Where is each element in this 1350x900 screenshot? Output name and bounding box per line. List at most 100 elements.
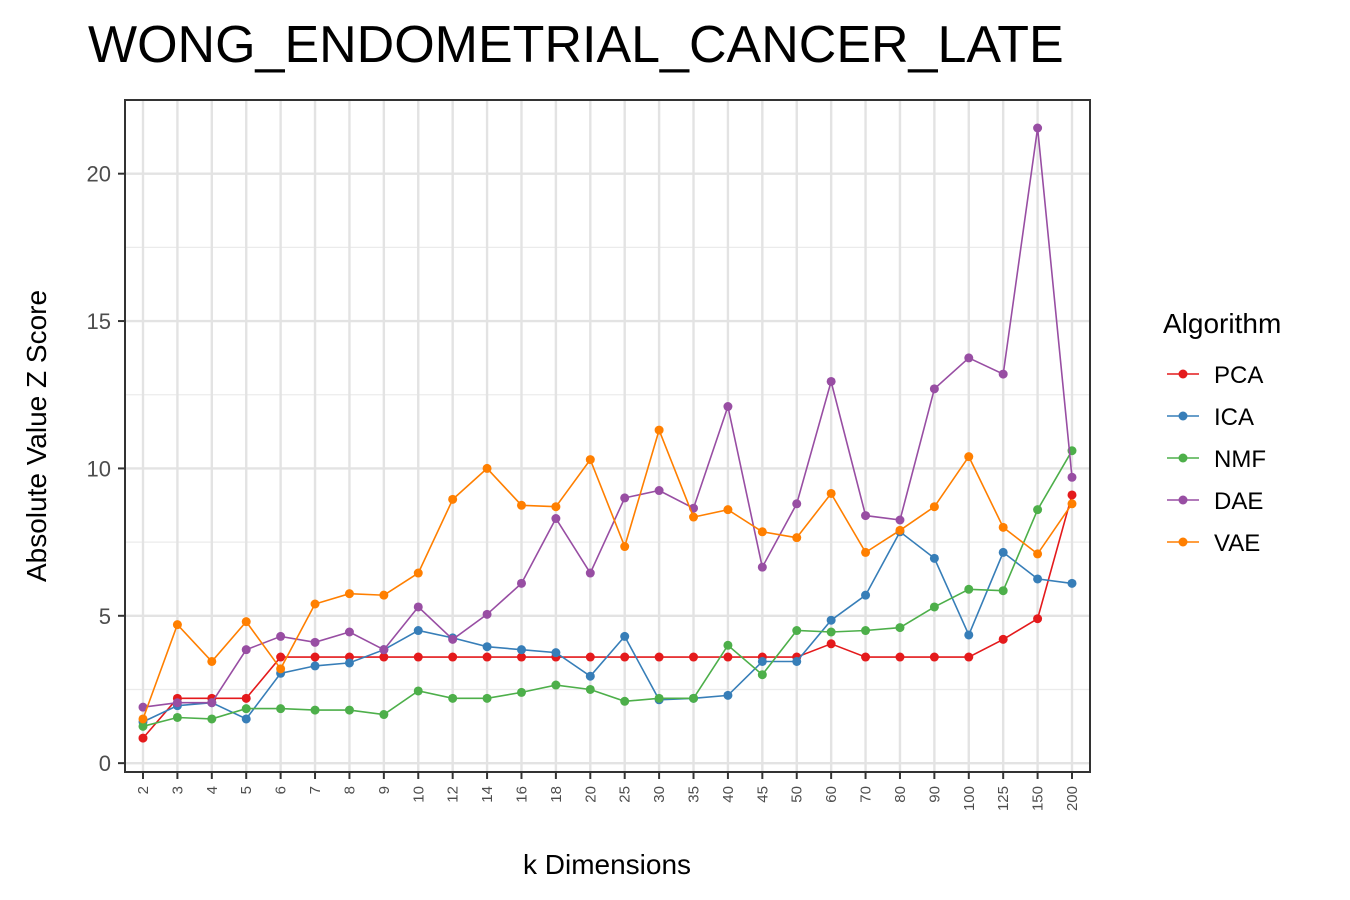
x-tick-label: 4 [204,786,221,794]
data-point-vae [482,463,492,473]
x-tick-label: 3 [169,786,186,794]
legend-item-vae: VAE [1167,530,1260,557]
data-point-ica [344,658,354,668]
legend-label: DAE [1214,488,1263,515]
series-line-vae [142,427,1073,720]
data-point-dae [241,645,251,655]
data-point-dae [379,645,389,655]
data-point-dae [620,493,630,503]
data-point-ica [861,590,871,600]
series-layer [138,123,1077,743]
data-point-pca [689,652,699,662]
data-point-nmf [826,627,836,637]
data-point-ica [792,656,802,666]
data-point-vae [448,494,458,504]
x-tick-label: 45 [754,786,771,803]
x-tick-label: 125 [995,786,1012,811]
data-point-pca [413,652,423,662]
legend-title: Algorithm [1163,308,1281,339]
data-point-nmf [276,704,286,714]
data-point-nmf [344,705,354,715]
legend-label: VAE [1214,530,1260,557]
data-point-pca [723,652,733,662]
x-tick-label: 40 [720,786,737,803]
y-tick-label: 20 [87,162,111,187]
data-point-dae [792,499,802,509]
data-point-dae [929,384,939,394]
data-point-dae [482,609,492,619]
y-tick-label: 15 [87,309,111,334]
legend-items: PCA ICA NMF DAE VAE [1167,362,1266,557]
data-point-nmf [1033,505,1043,515]
data-point-dae [723,402,733,412]
data-point-nmf [585,684,595,694]
plot-frame [124,99,1091,773]
data-point-vae [241,617,251,627]
x-tick-label: 90 [926,786,943,803]
x-tick-label: 6 [273,786,290,794]
data-point-dae [516,578,526,588]
data-point-dae [1067,472,1077,482]
data-point-dae [895,515,905,525]
data-point-nmf [516,687,526,697]
x-tick-label: 25 [617,786,634,803]
data-point-vae [379,590,389,600]
data-point-dae [998,369,1008,379]
legend: Algorithm PCA ICA NMF DAE VAE [1163,308,1281,557]
x-tick-label: 10 [410,786,427,803]
y-axis: 0 5 10 15 20 [87,162,125,776]
legend-label: NMF [1214,446,1266,473]
data-point-pca [241,693,251,703]
x-tick-label: 35 [686,786,703,803]
x-tick-label: 20 [582,786,599,803]
x-tick-label: 8 [341,786,358,794]
data-point-vae [826,488,836,498]
legend-key-point [1178,495,1188,505]
data-point-dae [826,376,836,386]
data-point-nmf [964,584,974,594]
data-point-nmf [861,626,871,636]
data-point-ica [757,656,767,666]
data-point-pca [1067,490,1077,500]
y-tick-label: 5 [99,604,111,629]
data-point-dae [448,634,458,644]
data-point-nmf [792,626,802,636]
data-point-pca [998,634,1008,644]
x-tick-label: 60 [823,786,840,803]
data-point-nmf [689,693,699,703]
data-point-ica [723,690,733,700]
data-point-nmf [895,623,905,633]
series-ica [138,527,1077,727]
data-point-vae [413,568,423,578]
x-tick-label: 9 [376,786,393,794]
y-tick-label: 10 [87,456,111,481]
x-tick-label: 30 [651,786,668,803]
data-point-ica [620,631,630,641]
data-point-dae [207,698,217,708]
data-point-vae [551,502,561,512]
data-point-dae [585,568,595,578]
data-point-nmf [448,693,458,703]
data-point-dae [310,637,320,647]
legend-item-nmf: NMF [1167,446,1266,473]
data-point-vae [723,505,733,515]
data-point-vae [276,664,286,674]
data-point-vae [207,656,217,666]
data-point-vae [964,452,974,462]
x-tick-label: 14 [479,786,496,803]
data-point-pca [861,652,871,662]
data-point-nmf [241,704,251,714]
data-point-ica [516,645,526,655]
data-point-vae [344,589,354,599]
legend-label: PCA [1214,362,1263,389]
data-point-ica [413,626,423,636]
data-point-vae [929,502,939,512]
data-point-ica [929,553,939,563]
data-point-vae [998,522,1008,532]
legend-key-point [1178,453,1188,463]
data-point-vae [1033,549,1043,559]
data-point-nmf [413,686,423,696]
data-point-nmf [551,680,561,690]
series-vae [138,425,1077,724]
data-point-vae [757,527,767,537]
